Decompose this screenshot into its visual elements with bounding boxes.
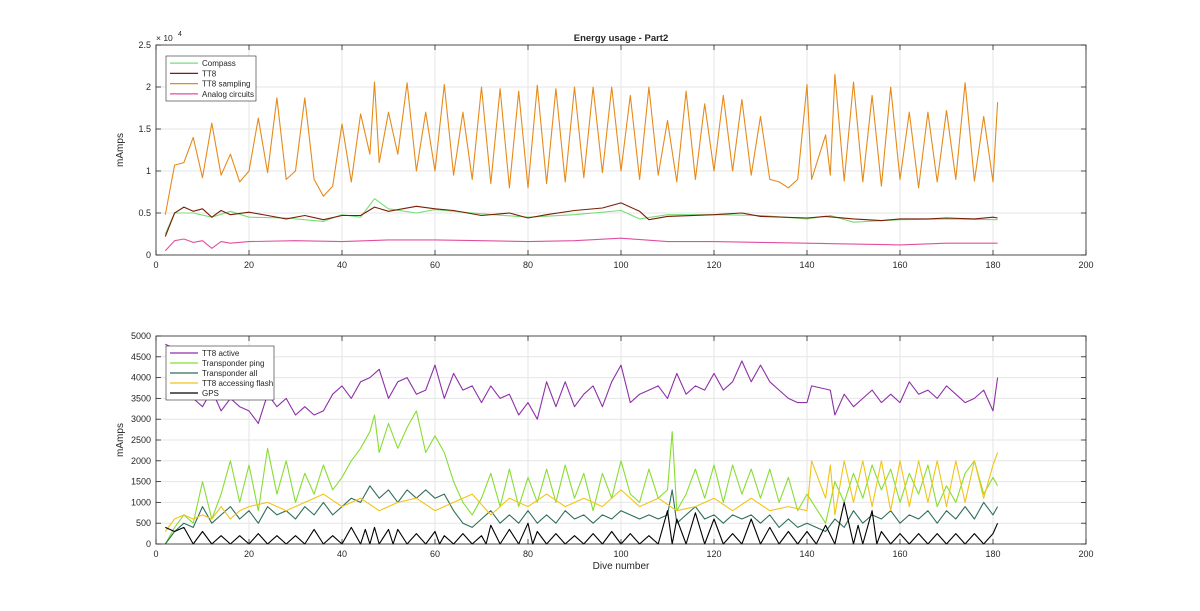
x-tick-label: 160 <box>892 260 907 270</box>
bottom-axes: 0 20 40 60 80 100 120 140 160 180 2000500100015002… <box>115 331 1094 572</box>
x-tick-label: 120 <box>706 549 721 559</box>
y-tick-label: 4000 <box>131 373 151 383</box>
legend-label: TT8 <box>202 69 217 78</box>
y-tick-label: 1500 <box>131 477 151 487</box>
series-line-tt8-active <box>165 343 999 424</box>
exponent-label: × 10 <box>156 33 173 43</box>
legend-label: Compass <box>202 59 236 68</box>
x-tick-label: 200 <box>1078 260 1093 270</box>
x-tick-label: 100 <box>613 549 628 559</box>
y-tick-label: 500 <box>136 518 151 528</box>
legend-label: Transponder ping <box>202 359 264 368</box>
x-tick-label: 0 <box>153 260 158 270</box>
y-tick-label: 0 <box>146 539 151 549</box>
x-tick-label: 120 <box>706 260 721 270</box>
series-line-transponder-ping <box>164 410 999 545</box>
y-tick-label: 1000 <box>131 497 151 507</box>
x-tick-label: 20 <box>244 260 254 270</box>
x-tick-label: 180 <box>985 549 1000 559</box>
x-tick-label: 60 <box>430 549 440 559</box>
x-tick-label: 140 <box>799 549 814 559</box>
x-tick-label: 0 <box>153 549 158 559</box>
exponent-power: 4 <box>178 31 182 38</box>
y-axis-label: mAmps <box>115 133 126 167</box>
series-line-tt8-sampling <box>164 73 999 215</box>
legend-label: Analog circuits <box>202 90 254 99</box>
legend-label: TT8 sampling <box>202 80 250 89</box>
y-tick-label: 2 <box>146 82 151 92</box>
legend-label: GPS <box>202 389 219 398</box>
y-tick-label: 0 <box>146 250 151 260</box>
x-tick-label: 20 <box>244 549 254 559</box>
legend-label: Transponder all <box>202 369 258 378</box>
y-tick-label: 5000 <box>131 331 151 341</box>
y-tick-label: 2.5 <box>138 40 151 50</box>
y-tick-label: 0.5 <box>138 208 151 218</box>
series-line-transponder-all <box>164 485 999 545</box>
x-tick-label: 100 <box>613 260 628 270</box>
x-tick-label: 60 <box>430 260 440 270</box>
series-line-analog-circuits <box>164 237 998 252</box>
x-tick-label: 200 <box>1078 549 1093 559</box>
x-tick-label: 140 <box>799 260 814 270</box>
x-tick-label: 160 <box>892 549 907 559</box>
y-tick-label: 2000 <box>131 456 151 466</box>
y-axis-label: mAmps <box>115 423 126 457</box>
y-tick-label: 3000 <box>131 414 151 424</box>
y-tick-label: 4500 <box>131 352 151 362</box>
legend-label: TT8 accessing flash <box>202 379 273 388</box>
x-tick-label: 80 <box>523 549 533 559</box>
top-axes: 0 20 40 60 80 100 120 140 160 180 200 0 0.5 1 1.5 2 2.5 E… <box>115 31 1094 270</box>
y-tick-label: 1 <box>146 166 151 176</box>
y-tick-label: 1.5 <box>138 124 151 134</box>
series-line-gps <box>165 501 999 545</box>
x-tick-label: 180 <box>985 260 1000 270</box>
x-axis-label: Dive number <box>593 561 650 572</box>
chart-title: Energy usage - Part2 <box>574 33 669 44</box>
legend-label: TT8 active <box>202 349 240 358</box>
y-tick-label: 2500 <box>131 435 151 445</box>
series-line-tt8 <box>164 202 998 237</box>
x-tick-label: 40 <box>337 549 347 559</box>
series-line-tt8-accessing-flash <box>164 452 999 532</box>
x-tick-label: 80 <box>523 260 533 270</box>
x-tick-label: 40 <box>337 260 347 270</box>
y-tick-label: 3500 <box>131 393 151 403</box>
